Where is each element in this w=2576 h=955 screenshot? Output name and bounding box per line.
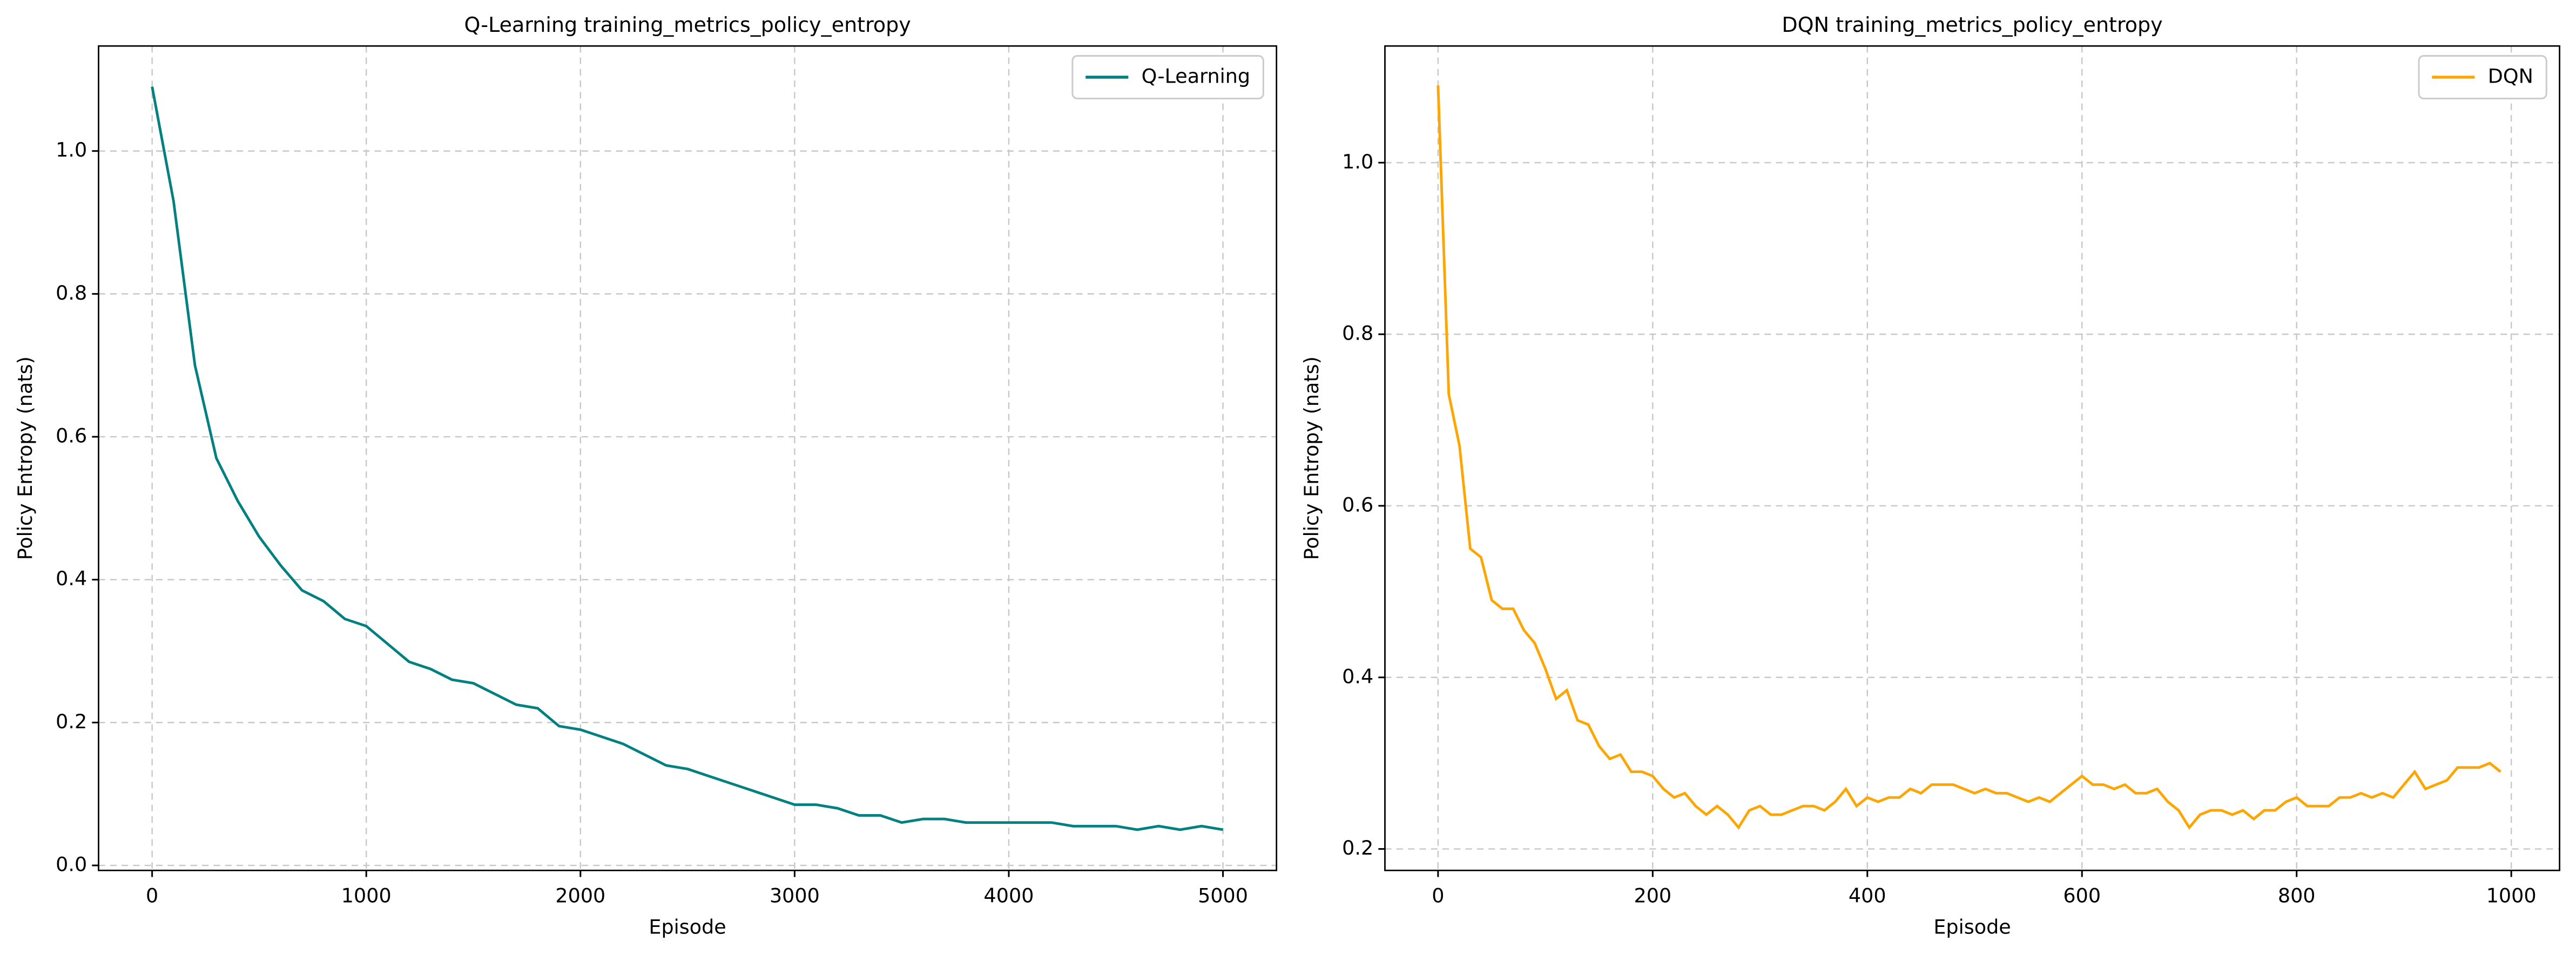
x-tick-label: 4000 bbox=[984, 884, 1034, 907]
data-line bbox=[1437, 85, 2501, 830]
y-axis-label: Policy Entropy (nats) bbox=[1300, 356, 1323, 560]
x-tick-label: 1000 bbox=[341, 884, 392, 907]
y-tick-label: 0.6 bbox=[1342, 493, 1373, 516]
axes-frame bbox=[1384, 45, 2560, 871]
chart-title: Q-Learning training_metrics_policy_entro… bbox=[464, 13, 911, 37]
y-tick-label: 0.2 bbox=[56, 710, 87, 733]
axes-frame bbox=[98, 45, 1278, 871]
x-tick-label: 2000 bbox=[555, 884, 605, 907]
legend-box bbox=[1071, 55, 1264, 100]
x-axis-label: Episode bbox=[1933, 915, 2011, 938]
x-tick-label: 1000 bbox=[2486, 884, 2537, 907]
x-tick-label: 5000 bbox=[1198, 884, 1248, 907]
x-tick-label: 200 bbox=[1634, 884, 1671, 907]
legend-box bbox=[2418, 55, 2547, 100]
y-axis-label: Policy Entropy (nats) bbox=[14, 356, 37, 560]
y-tick-label: 0.8 bbox=[56, 281, 87, 304]
x-tick-label: 3000 bbox=[770, 884, 820, 907]
y-tick-label: 0.0 bbox=[56, 853, 87, 876]
y-tick-label: 0.2 bbox=[1342, 836, 1373, 859]
y-tick-label: 1.0 bbox=[1342, 150, 1373, 173]
legend-label: DQN bbox=[2488, 64, 2533, 87]
x-tick-label: 800 bbox=[2278, 884, 2316, 907]
x-tick-label: 600 bbox=[2063, 884, 2101, 907]
data-line bbox=[151, 86, 1223, 831]
y-tick-label: 0.4 bbox=[1342, 665, 1373, 688]
x-tick-label: 0 bbox=[146, 884, 158, 907]
y-tick-label: 0.8 bbox=[1342, 322, 1373, 345]
chart-title: DQN training_metrics_policy_entropy bbox=[1782, 13, 2162, 37]
x-tick-label: 400 bbox=[1849, 884, 1886, 907]
x-tick-label: 0 bbox=[1432, 884, 1444, 907]
y-tick-label: 0.4 bbox=[56, 567, 87, 590]
y-tick-label: 0.6 bbox=[56, 424, 87, 448]
x-axis-label: Episode bbox=[649, 915, 726, 938]
legend-label: Q-Learning bbox=[1142, 64, 1250, 87]
y-tick-label: 1.0 bbox=[56, 138, 87, 161]
